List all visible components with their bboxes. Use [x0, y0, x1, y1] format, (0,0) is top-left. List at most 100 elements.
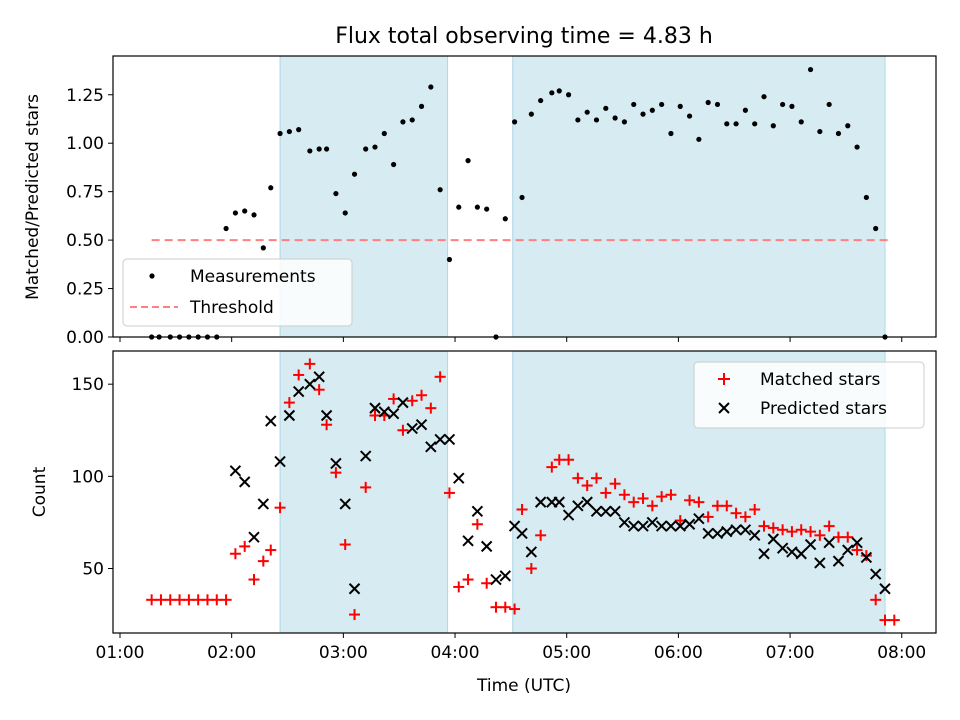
measurement-point: [668, 130, 674, 137]
predicted-point: [330, 457, 342, 470]
matched-point: [349, 609, 361, 621]
matched-point: [397, 424, 409, 436]
top-y-ticks: 0.00 0.25 0.50 0.75 1.00 1.25: [66, 86, 113, 348]
predicted-point: [490, 573, 502, 586]
predicted-point: [823, 536, 835, 549]
matched-point: [201, 594, 213, 606]
matched-point: [609, 478, 621, 490]
matched-point: [330, 467, 342, 479]
matched-point: [274, 502, 286, 514]
measurement-point: [659, 101, 665, 108]
matched-point: [369, 410, 381, 422]
bottom-x-ticks: 01:00 02:00 03:00 04:00 05:00 06:00 07:00 08:00: [96, 633, 926, 663]
matched-point: [535, 529, 547, 541]
legend-predicted-label: Predicted stars: [760, 399, 887, 419]
measurement-point: [409, 117, 415, 123]
measurement-point: [565, 92, 572, 98]
predicted-point: [572, 500, 584, 512]
measurement-point: [705, 99, 711, 106]
matched-point: [434, 371, 446, 383]
measurement-point: [260, 245, 266, 251]
predicted-point: [516, 527, 528, 540]
measurement-point: [780, 101, 786, 108]
predicted-point: [562, 509, 575, 521]
legend-predicted-marker: [718, 402, 730, 414]
measurement-point: [363, 146, 369, 152]
measurement-point: [845, 123, 851, 129]
matched-point: [870, 594, 882, 606]
matched-point: [339, 539, 351, 551]
measurement-point: [696, 136, 702, 142]
x-tick-label: 08:00: [877, 643, 926, 663]
predicted-point: [434, 433, 446, 446]
predicted-point: [313, 371, 325, 383]
measurement-point: [333, 190, 339, 197]
predicted-point: [730, 524, 742, 536]
top-axes-frame: [112, 55, 937, 338]
predicted-point: [711, 527, 724, 540]
measurement-point: [631, 101, 637, 108]
predicted-point: [471, 505, 484, 518]
measurement-point: [556, 88, 562, 94]
measurement-point: [223, 225, 229, 232]
predicted-point: [646, 516, 659, 529]
predicted-point: [283, 409, 296, 422]
matched-point: [590, 472, 602, 484]
matched-point: [257, 555, 269, 567]
predicted-point: [406, 422, 418, 435]
top-panel: 0.00 0.25 0.50 0.75 1.00 1.25 Matched/Predict…: [23, 55, 937, 348]
top-shaded-regions: [279, 55, 886, 338]
top-y-tick-label: 1.25: [66, 86, 104, 106]
predicted-point: [804, 538, 817, 551]
predicted-point: [628, 520, 640, 532]
matched-point: [637, 492, 649, 504]
predicted-point: [795, 548, 807, 560]
measurement-point: [770, 123, 776, 129]
matched-point: [684, 494, 696, 506]
matched-point: [388, 393, 400, 405]
x-tick-label: 07:00: [766, 643, 815, 663]
measurement-point: [381, 130, 387, 137]
matched-point: [174, 594, 186, 606]
predicted-point: [767, 533, 780, 545]
predicted-point: [581, 496, 593, 508]
bottom-shaded-region: [279, 350, 449, 634]
measurement-point: [742, 107, 748, 113]
matched-point: [416, 389, 428, 401]
x-tick-label: 06:00: [654, 643, 703, 663]
top-y-tick-label: 1.00: [66, 134, 104, 154]
top-y-tick-label: 0.25: [66, 280, 104, 300]
predicted-point: [776, 542, 789, 554]
predicted-point: [637, 520, 649, 532]
measurement-point: [835, 130, 842, 137]
matched-point: [758, 520, 770, 532]
predicted-point: [851, 536, 863, 549]
x-tick-label: 03:00: [319, 643, 368, 663]
matched-point: [293, 369, 305, 381]
predicted-point: [229, 465, 242, 477]
predicted-point: [443, 433, 456, 446]
matched-point: [777, 524, 789, 536]
measurement-point: [603, 105, 609, 111]
measurement-point: [351, 171, 358, 177]
top-y-tick-label: 0.75: [66, 183, 104, 203]
chart-title: Flux total observing time = 4.83 h: [335, 24, 713, 49]
predicted-point: [879, 583, 891, 595]
matched-point: [674, 515, 686, 527]
measurement-point: [474, 204, 480, 210]
matched-point: [730, 507, 742, 519]
matched-point: [313, 384, 325, 396]
measurement-point: [677, 103, 683, 109]
legend-measurements-marker: [149, 273, 155, 279]
matched-point: [481, 577, 493, 589]
predicted-point: [702, 527, 714, 540]
predicted-point: [590, 505, 603, 518]
matched-point: [516, 504, 528, 516]
measurement-point: [391, 161, 397, 168]
predicted-point: [525, 546, 538, 558]
bottom-y-tick-label: 50: [82, 559, 104, 579]
predicted-point: [674, 520, 686, 532]
matched-point: [711, 500, 723, 512]
matched-point: [814, 529, 826, 541]
legend-measurements-label: Measurements: [190, 267, 316, 287]
